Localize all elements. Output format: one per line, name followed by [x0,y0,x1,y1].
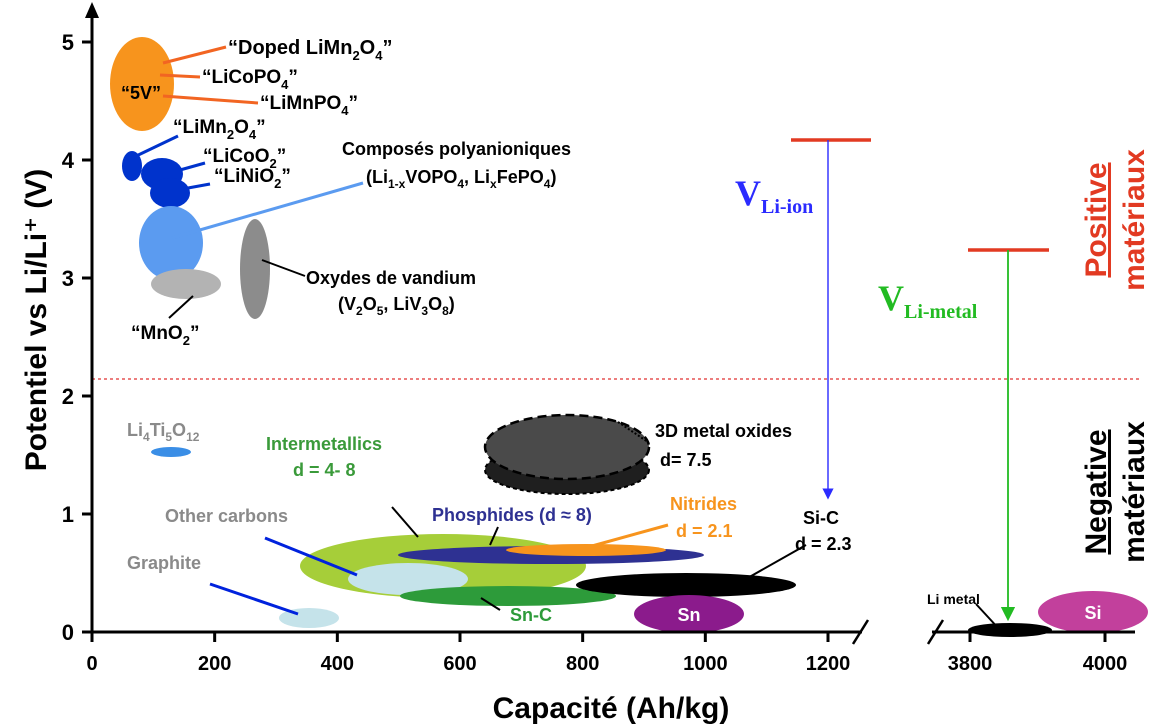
negative-materials-label: Negative matériaux [1080,421,1150,563]
svg-text:Positive: Positive [1080,162,1113,277]
region-li4ti5o12 [151,447,191,457]
region-polyanionic [139,206,203,280]
label-mno2: “MnO2” [131,323,199,348]
leader-lines [131,45,1001,631]
label-v-li-ion: VLi-ion [735,173,813,218]
y-axis-arrowhead [85,2,99,18]
y-tick-label: 1 [62,502,74,527]
label-sn-c: Sn-C [510,605,552,625]
label-vanadium-title: Oxydes de vandium [306,268,476,288]
label-licoo2: “LiCoO2” [203,146,286,171]
label-v-li-metal: VLi-metal [878,278,978,323]
x-ticks: 0 200 400 600 800 1000 1200 3800 4000 [86,632,1127,675]
label-intermetallics-2: d = 4- 8 [293,460,356,480]
y-tick-label: 4 [62,148,75,173]
label-doped-limn2o4: “Doped LiMn2O4” [228,37,392,63]
label-other-carbons: Other carbons [165,506,288,526]
region-li-metal [968,623,1052,637]
label-linio2: “LiNiO2” [214,166,291,191]
x-tick-label: 600 [443,653,476,675]
y-ticks: 0 1 2 3 4 5 [62,30,92,645]
label-li-metal: Li metal [927,591,980,607]
region-other-carbons [348,563,468,595]
y-tick-label: 5 [62,30,74,55]
svg-text:matériaux: matériaux [1118,149,1150,291]
svg-text:Negative: Negative [1080,429,1113,554]
region-sn [634,595,744,633]
x-tick-label: 3800 [948,653,993,675]
label-3d-metal-oxides-2: d= 7.5 [660,450,712,470]
label-nitrides-2: d = 2.1 [676,521,733,541]
label-vanadium-formula: (V2O5, LiV3O8) [338,294,455,318]
region-vanadium [240,219,270,319]
label-graphite: Graphite [127,553,201,573]
x-tick-label: 400 [321,653,354,675]
label-si: Si [1084,603,1101,623]
y-tick-label: 0 [62,620,74,645]
label-si-c-2: d = 2.3 [795,534,852,554]
y-axis-title: Potentiel vs Li/Li⁺ (V) [20,169,53,472]
label-limnpo4: “LiMnPO4” [260,93,358,118]
region-si-c [576,573,796,597]
x-axis-title: Capacité (Ah/kg) [493,692,730,725]
x-tick-label: 1000 [683,653,728,675]
y-tick-label: 2 [62,384,74,409]
label-si-c-1: Si-C [803,508,839,528]
label-polyanion-title: Composés polyanioniques [342,139,571,159]
label-sn: Sn [677,605,700,625]
label-li4ti5o12: Li4Ti5O12 [127,420,200,444]
label-limn2o4: “LiMn2O4” [173,117,266,142]
label-licopo4: “LiCoPO4” [202,67,298,92]
positive-materials-label: Positive matériaux [1080,149,1150,291]
label-3d-metal-oxides-1: 3D metal oxides [655,421,792,441]
label-nitrides-1: Nitrides [670,494,737,514]
label-5v: “5V” [121,83,161,103]
svg-text:matériaux: matériaux [1118,421,1150,563]
label-intermetallics-1: Intermetallics [266,434,382,454]
x-tick-label: 0 [86,653,97,675]
region-5v [110,37,174,131]
region-limn2o4 [122,151,142,181]
label-polyanion-formula: (Li1-xVOPO4, LixFePO4) [366,167,556,191]
y-tick-label: 3 [62,266,74,291]
region-mno2 [151,269,221,299]
x-tick-label: 800 [566,653,599,675]
region-sn-c [400,586,616,606]
x-tick-label: 1200 [806,653,851,675]
region-si [1038,591,1148,633]
region-3d-metal-oxides-top [483,413,651,481]
label-phosphides: Phosphides (d ≈ 8) [432,505,592,525]
region-nitrides [506,544,666,556]
x-tick-label: 200 [198,653,231,675]
x-tick-label: 4000 [1083,653,1128,675]
axes [90,10,1135,645]
region-linio2 [150,178,190,208]
